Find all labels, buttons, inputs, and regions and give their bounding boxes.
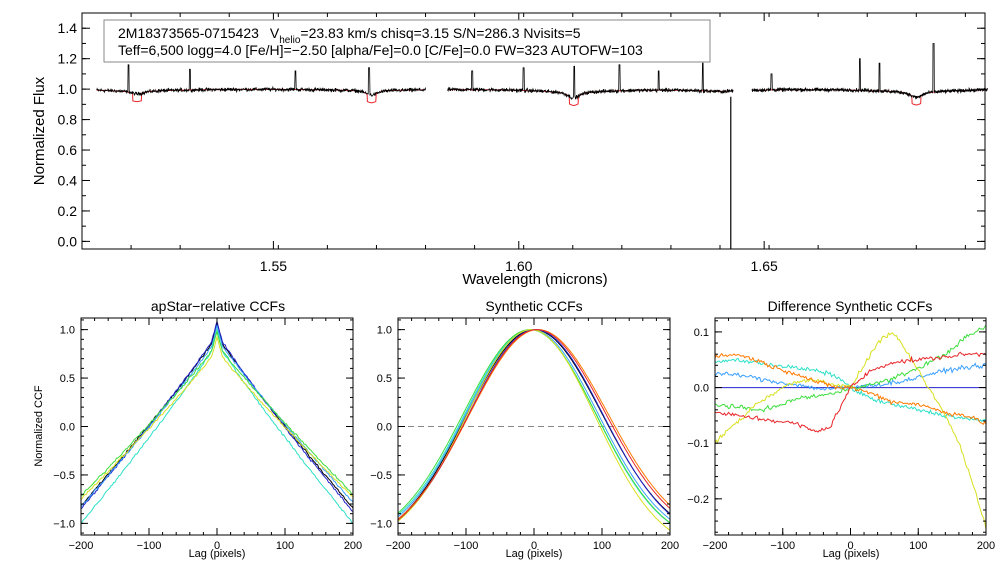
observed-spectrum-chip-2 <box>447 62 734 101</box>
info-line-2: Teff=6,500 logg=4.0 [Fe/H]=−2.50 [alpha/… <box>118 42 643 58</box>
x-tick-label: 200 <box>977 540 995 552</box>
apstar-ccf-ticks: −200 −100 0 100 200 −1.0 −0.5 0.0 0.5 1.0 <box>53 318 362 552</box>
apstar-ccf-y-axis-label: Normalized CCF <box>33 385 45 467</box>
x-tick-label: −100 <box>770 540 795 552</box>
x-tick-label: 0 <box>531 540 537 552</box>
x-tick-label: 0 <box>847 540 853 552</box>
y-tick-label: 1.0 <box>377 325 392 337</box>
info-line-1: 2M18373565-0715423 Vhelio=23.83 km/s chis… <box>118 25 581 46</box>
synthetic-ccf-x-axis-label: Lag (pixels) <box>506 548 563 560</box>
difference-ccf-line-orange <box>714 352 987 426</box>
y-tick-label: 0.0 <box>58 233 78 249</box>
y-tick-label: −1.0 <box>53 518 75 530</box>
x-tick-label: 100 <box>909 540 927 552</box>
spectrum-axes-frame <box>81 12 986 250</box>
apstar-ccf-x-axis-label: Lag (pixels) <box>189 548 246 560</box>
apstar-ccf-line-5 <box>80 329 354 496</box>
difference-ccf-ticks: −200 −100 0 100 200 −0.2 −0.1 0.0 0.1 <box>687 318 995 552</box>
y-tick-label: −0.2 <box>687 494 709 506</box>
x-tick-label: −200 <box>703 540 728 552</box>
y-tick-label: 0.0 <box>694 383 709 395</box>
y-tick-label: −0.5 <box>53 470 75 482</box>
x-tick-label: −200 <box>386 540 411 552</box>
y-tick-label: −0.5 <box>370 470 392 482</box>
x-tick-label: −200 <box>69 540 94 552</box>
x-tick-label: −100 <box>137 540 162 552</box>
y-tick-label: 0.4 <box>58 172 78 188</box>
difference-ccf-title: Difference Synthetic CCFs <box>768 298 933 314</box>
y-tick-label: 1.2 <box>58 51 78 67</box>
apstar-ccf-panel: apStar−relative CCFs −200 −100 0 100 200 −1.0… <box>33 298 362 560</box>
x-tick-label: 100 <box>276 540 294 552</box>
difference-ccf-line-cyan <box>714 357 987 423</box>
y-tick-label: 0.8 <box>58 112 78 128</box>
observed-spectrum-chip-1 <box>96 64 426 97</box>
x-tick-label: 1.55 <box>260 258 287 274</box>
x-tick-label: 100 <box>593 540 611 552</box>
y-tick-label: −1.0 <box>370 518 392 530</box>
difference-ccf-line-red <box>714 351 987 433</box>
difference-ccf-plot-area <box>714 324 987 530</box>
y-tick-label: 0.0 <box>377 422 392 434</box>
object-id: 2M18373565-0715423 <box>118 25 259 41</box>
x-tick-label: 1.65 <box>751 258 778 274</box>
x-tick-label: 200 <box>661 540 679 552</box>
y-tick-label: 0.1 <box>694 327 709 339</box>
synthetic-ccf-panel: Synthetic CCFs −200 −100 0 100 200 −1.0 −0.5 0.… <box>370 298 679 560</box>
apstar-ccf-line-6 <box>80 335 354 500</box>
difference-ccf-panel: Difference Synthetic CCFs −200 −100 0 100 20… <box>687 298 995 560</box>
v-label: V <box>270 25 280 41</box>
x-tick-label: 1.60 <box>505 258 532 274</box>
y-tick-label: −0.1 <box>687 438 709 450</box>
y-tick-label: 0.6 <box>58 142 78 158</box>
v-subscript: helio <box>279 35 301 46</box>
y-tick-label: 0.5 <box>377 373 392 385</box>
spectrum-y-axis-label: Normalized Flux <box>31 76 48 185</box>
y-tick-label: 0.0 <box>60 422 75 434</box>
synthetic-ccf-line-8 <box>397 329 671 521</box>
y-tick-label: 0.2 <box>58 203 78 219</box>
synthetic-ccf-plot-area <box>397 329 671 531</box>
spectrum-panel: 1.55 1.60 1.65 0.0 0.2 0.4 0.6 0.8 1.0 1.2 1.4 Wav… <box>31 12 988 288</box>
synthetic-ccf-title: Synthetic CCFs <box>485 298 582 314</box>
info-box <box>103 19 711 63</box>
spectrum-plot-area <box>96 43 988 249</box>
spectrum-x-axis-label: Wavelength (microns) <box>462 271 607 288</box>
y-tick-label: 1.0 <box>58 81 78 97</box>
y-tick-label: 0.5 <box>60 373 75 385</box>
apstar-ccf-title: apStar−relative CCFs <box>151 298 285 314</box>
spectrum-ticks: 1.55 1.60 1.65 0.0 0.2 0.4 0.6 0.8 1.0 1.2 1.4 <box>58 13 985 274</box>
x-tick-label: 200 <box>344 540 362 552</box>
observed-spectrum-chip-3 <box>751 43 988 100</box>
y-tick-label: 1.4 <box>58 20 78 36</box>
synthetic-ccf-ticks: −200 −100 0 100 200 −1.0 −0.5 0.0 0.5 1.0 <box>370 318 679 552</box>
y-tick-label: 1.0 <box>60 325 75 337</box>
x-tick-label: −100 <box>454 540 479 552</box>
info-line-1-rest: =23.83 km/s chisq=3.15 S/N=286.3 Nvisits… <box>300 25 580 41</box>
x-tick-label: 0 <box>214 540 220 552</box>
difference-ccf-x-axis-label: Lag (pixels) <box>823 548 880 560</box>
